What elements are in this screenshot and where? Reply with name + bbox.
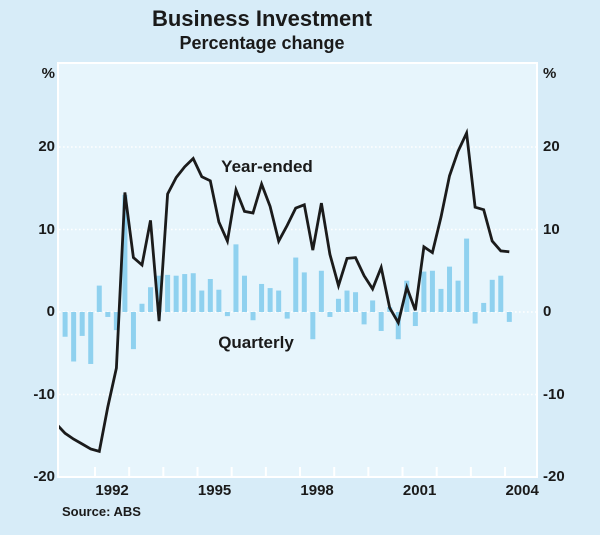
x-tick-1996 xyxy=(230,467,233,476)
bar-1996Q2 xyxy=(241,275,247,312)
bar-2002Q4 xyxy=(464,238,470,312)
bar-1994Q3 xyxy=(182,274,188,312)
bar-1997Q2 xyxy=(276,290,282,312)
bar-1999Q3 xyxy=(353,292,359,312)
bar-2002Q3 xyxy=(455,280,461,312)
x-year-label-1992: 1992 xyxy=(95,482,129,499)
x-tick-1994 xyxy=(162,467,165,476)
bar-2004Q1 xyxy=(506,312,512,322)
bar-1997Q4 xyxy=(293,257,299,312)
bar-1992Q3 xyxy=(113,312,119,331)
line-series-label: Year-ended xyxy=(221,157,313,176)
y-tick-label-0: 0 xyxy=(46,303,55,320)
chart-title: Business Investment xyxy=(151,6,373,31)
chart-subtitle: Percentage change xyxy=(179,33,345,53)
bar-2001Q3 xyxy=(421,271,427,312)
x-tick-1995 xyxy=(196,467,199,476)
source-note: Source: ABS xyxy=(62,504,141,519)
bar-1993Q4 xyxy=(156,275,162,312)
y-tick-label-20: 20 xyxy=(543,138,560,155)
x-tick-1998 xyxy=(299,467,302,476)
bar-1992Q4 xyxy=(122,194,128,312)
y-tick-label--20: -20 xyxy=(33,468,55,485)
x-tick-1999 xyxy=(333,467,336,476)
x-tick-1997 xyxy=(264,467,267,476)
bar-2003Q3 xyxy=(489,279,495,312)
x-tick-2000 xyxy=(367,467,370,476)
y-axis-unit: % xyxy=(41,65,55,82)
bar-1996Q3 xyxy=(250,312,256,321)
bar-1995Q2 xyxy=(207,279,213,312)
bar-1998Q3 xyxy=(318,270,324,312)
y-axis-unit: % xyxy=(543,65,557,82)
bar-2001Q4 xyxy=(429,270,435,312)
x-tick-1992 xyxy=(94,467,96,476)
x-year-label-2001: 2001 xyxy=(402,482,437,499)
y-tick-label-0: 0 xyxy=(543,303,552,320)
bar-1994Q4 xyxy=(190,273,196,312)
bar-1997Q1 xyxy=(267,288,273,312)
bar-1992Q2 xyxy=(105,312,111,317)
bar-2001Q2 xyxy=(412,312,418,327)
y-tick-label--10: -10 xyxy=(543,385,565,403)
plot-area: Year-ended Quarterly xyxy=(57,62,538,478)
bar-2001Q1 xyxy=(404,280,410,312)
bar-1996Q1 xyxy=(233,244,239,312)
bar-2000Q1 xyxy=(370,300,376,312)
bar-2000Q4 xyxy=(395,312,401,340)
y-tick-label--20: -20 xyxy=(543,468,565,485)
bar-1999Q4 xyxy=(361,312,367,325)
x-year-label-1995: 1995 xyxy=(197,482,232,499)
bar-1997Q3 xyxy=(284,312,290,319)
x-tick-2003 xyxy=(469,467,472,476)
bar-1991Q2 xyxy=(71,312,77,362)
bar-series-label: Quarterly xyxy=(218,333,294,352)
chart-canvas xyxy=(59,127,536,476)
y-tick-label-10: 10 xyxy=(38,220,55,238)
x-tick-1993 xyxy=(128,467,131,476)
bar-1993Q2 xyxy=(139,303,145,312)
x-year-label-1998: 1998 xyxy=(300,482,334,499)
bar-1998Q2 xyxy=(310,312,316,340)
bar-2003Q1 xyxy=(472,312,478,324)
bar-1991Q4 xyxy=(88,312,94,364)
x-year-label-2004: 2004 xyxy=(505,482,539,499)
bar-2003Q4 xyxy=(498,275,504,312)
y-tick-label-20: 20 xyxy=(38,138,55,155)
bar-1999Q2 xyxy=(344,290,350,312)
bar-1992Q1 xyxy=(96,285,102,312)
bar-1993Q3 xyxy=(148,287,154,312)
bar-1994Q1 xyxy=(165,274,171,312)
y-tick-label-10: 10 xyxy=(543,220,560,238)
bar-1991Q1 xyxy=(62,312,68,337)
bar-1998Q4 xyxy=(327,312,333,317)
bar-1994Q2 xyxy=(173,275,179,312)
bar-1991Q3 xyxy=(79,312,85,336)
bar-2003Q2 xyxy=(481,302,487,312)
y-tick-label--10: -10 xyxy=(33,385,55,403)
bar-1995Q1 xyxy=(199,290,205,312)
bar-1998Q1 xyxy=(301,272,307,312)
x-tick-2002 xyxy=(435,467,438,476)
x-tick-2004 xyxy=(504,467,507,476)
bar-1999Q1 xyxy=(335,298,341,312)
bar-2002Q1 xyxy=(438,288,444,312)
bar-1995Q3 xyxy=(216,289,222,312)
bar-1996Q4 xyxy=(259,283,265,312)
bar-2000Q2 xyxy=(378,312,384,331)
bar-1995Q4 xyxy=(224,312,230,317)
x-tick-2001 xyxy=(401,467,404,476)
bar-2002Q2 xyxy=(447,266,453,312)
bar-1993Q1 xyxy=(130,312,136,350)
year-ended-line xyxy=(59,127,510,454)
